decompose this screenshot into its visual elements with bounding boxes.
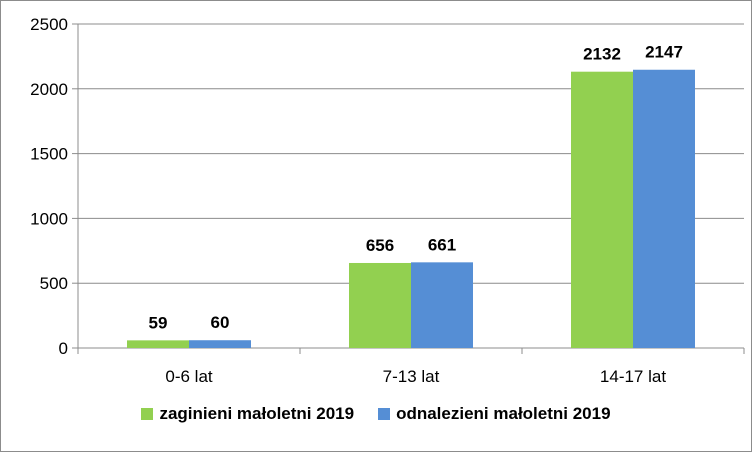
bar-s1-2 bbox=[349, 262, 411, 348]
legend-label-series-1: zaginieni małoletni 2019 bbox=[159, 404, 355, 423]
legend-swatch-series-1 bbox=[141, 408, 154, 420]
bar-s1-3 bbox=[571, 71, 633, 348]
data-label-s2-3: 2147 bbox=[645, 43, 683, 62]
y-tick-label-1000: 1000 bbox=[30, 209, 68, 228]
legend-swatch-series-2 bbox=[378, 408, 391, 420]
legend-label-series-2: odnalezieni małoletni 2019 bbox=[396, 404, 611, 423]
bar-s1-1 bbox=[127, 340, 189, 348]
data-label-s2-1: 60 bbox=[211, 313, 230, 332]
y-tick-label-0: 0 bbox=[59, 339, 68, 358]
x-tick-label-1: 0-6 lat bbox=[165, 367, 213, 386]
data-label-s1-1: 59 bbox=[149, 313, 168, 332]
bar-s2-3 bbox=[633, 69, 695, 348]
legend: zaginieni małoletni 2019 odnalezieni mał… bbox=[0, 404, 752, 424]
data-label-s2-2: 661 bbox=[428, 235, 456, 254]
y-tick-label-2000: 2000 bbox=[30, 80, 68, 99]
data-label-s1-2: 656 bbox=[366, 236, 394, 255]
y-tick-label-500: 500 bbox=[40, 274, 68, 293]
x-tick-label-3: 14-17 lat bbox=[600, 367, 666, 386]
y-tick-label-1500: 1500 bbox=[30, 145, 68, 164]
data-label-s1-3: 2132 bbox=[583, 45, 621, 64]
x-tick-label-2: 7-13 lat bbox=[383, 367, 440, 386]
legend-item-series-1: zaginieni małoletni 2019 bbox=[141, 404, 354, 424]
y-tick-label-2500: 2500 bbox=[30, 15, 68, 34]
bar-s2-1 bbox=[189, 340, 251, 348]
legend-item-series-2: odnalezieni małoletni 2019 bbox=[378, 404, 611, 424]
bar-s2-2 bbox=[411, 262, 473, 348]
